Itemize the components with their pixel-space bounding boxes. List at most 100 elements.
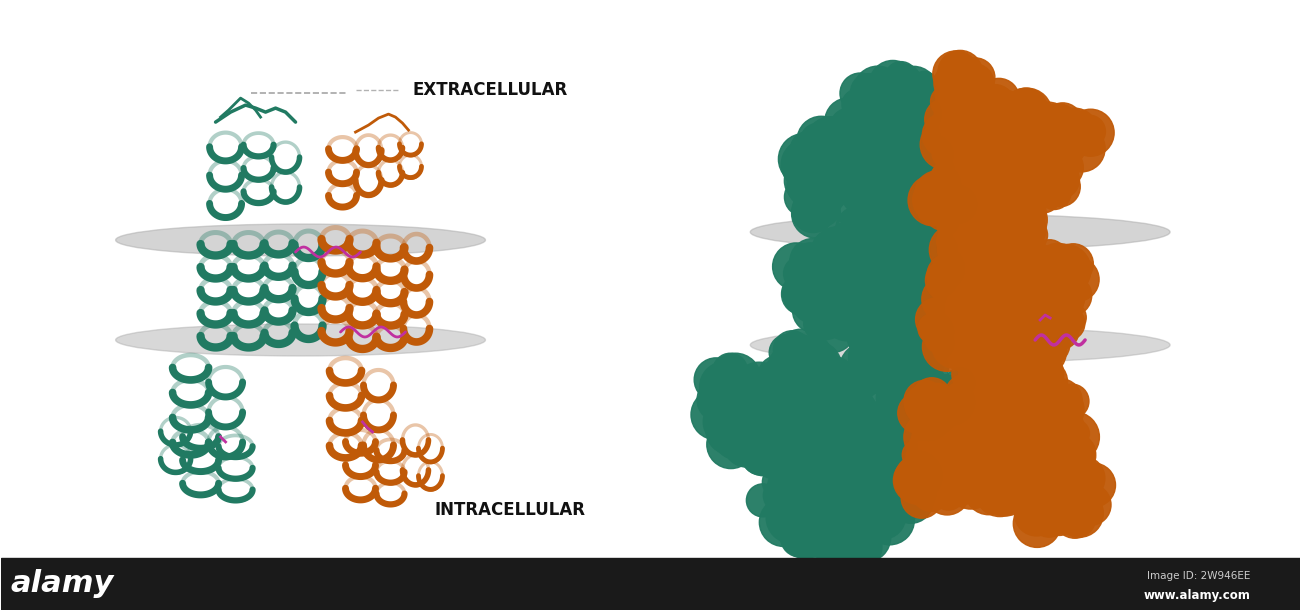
- Circle shape: [1041, 276, 1084, 320]
- Circle shape: [1020, 295, 1048, 322]
- Circle shape: [901, 392, 949, 440]
- Circle shape: [994, 427, 1030, 461]
- Circle shape: [978, 464, 1017, 504]
- Circle shape: [1030, 498, 1069, 537]
- Circle shape: [831, 468, 871, 508]
- Circle shape: [844, 158, 871, 186]
- Circle shape: [894, 91, 941, 137]
- Circle shape: [868, 206, 919, 257]
- Circle shape: [940, 115, 971, 147]
- Circle shape: [874, 143, 906, 176]
- Circle shape: [774, 331, 811, 368]
- Circle shape: [963, 329, 998, 364]
- Circle shape: [1024, 296, 1062, 333]
- Circle shape: [781, 506, 819, 542]
- Circle shape: [966, 328, 996, 357]
- Circle shape: [1010, 242, 1057, 289]
- Circle shape: [881, 156, 928, 203]
- Circle shape: [922, 247, 965, 290]
- Circle shape: [979, 365, 1004, 390]
- Circle shape: [956, 298, 1001, 343]
- Circle shape: [968, 149, 1018, 199]
- Circle shape: [740, 428, 788, 476]
- Circle shape: [927, 206, 958, 237]
- Circle shape: [1018, 307, 1065, 354]
- Circle shape: [812, 493, 841, 522]
- Circle shape: [800, 138, 848, 186]
- Circle shape: [815, 362, 849, 395]
- Circle shape: [933, 258, 968, 293]
- Circle shape: [826, 396, 874, 443]
- Circle shape: [868, 181, 906, 219]
- Circle shape: [1053, 493, 1089, 529]
- Circle shape: [780, 518, 819, 557]
- Circle shape: [1022, 443, 1050, 472]
- Circle shape: [1018, 248, 1067, 297]
- Circle shape: [803, 343, 837, 377]
- Circle shape: [963, 99, 998, 133]
- Circle shape: [812, 529, 848, 563]
- Circle shape: [866, 213, 894, 241]
- Circle shape: [790, 239, 836, 284]
- Circle shape: [1032, 240, 1066, 273]
- Circle shape: [812, 274, 841, 303]
- Circle shape: [885, 209, 910, 234]
- Circle shape: [1026, 389, 1053, 416]
- Circle shape: [1006, 198, 1040, 232]
- Circle shape: [1022, 123, 1065, 167]
- Circle shape: [1014, 400, 1060, 445]
- Circle shape: [879, 160, 928, 209]
- Circle shape: [941, 113, 988, 160]
- Circle shape: [784, 490, 826, 531]
- Circle shape: [994, 276, 1028, 310]
- Circle shape: [881, 326, 927, 371]
- Circle shape: [846, 371, 875, 400]
- Circle shape: [937, 228, 980, 271]
- Circle shape: [829, 108, 868, 146]
- Circle shape: [949, 201, 1000, 252]
- Circle shape: [911, 415, 961, 464]
- Circle shape: [905, 198, 937, 229]
- Circle shape: [876, 268, 927, 319]
- Circle shape: [835, 404, 870, 439]
- Circle shape: [998, 303, 1050, 354]
- Circle shape: [862, 364, 909, 411]
- Circle shape: [762, 379, 788, 407]
- Circle shape: [924, 323, 954, 353]
- Circle shape: [852, 342, 897, 388]
- Text: INTRACELLULAR: INTRACELLULAR: [436, 501, 586, 519]
- Circle shape: [849, 336, 890, 378]
- Circle shape: [774, 498, 810, 534]
- Circle shape: [859, 417, 902, 461]
- Circle shape: [781, 274, 823, 315]
- Circle shape: [1028, 284, 1063, 320]
- Circle shape: [848, 146, 897, 195]
- Circle shape: [954, 63, 994, 104]
- Circle shape: [885, 399, 930, 443]
- Circle shape: [744, 370, 781, 407]
- Circle shape: [1010, 403, 1048, 440]
- Circle shape: [1041, 416, 1069, 444]
- Circle shape: [790, 243, 831, 284]
- Circle shape: [948, 92, 997, 142]
- Circle shape: [863, 263, 913, 313]
- Circle shape: [772, 243, 820, 290]
- Circle shape: [939, 251, 979, 292]
- Circle shape: [922, 113, 966, 157]
- Circle shape: [920, 168, 958, 207]
- Circle shape: [849, 449, 896, 497]
- Circle shape: [915, 352, 949, 385]
- Circle shape: [919, 367, 945, 392]
- Circle shape: [946, 324, 997, 375]
- Circle shape: [967, 282, 1013, 329]
- Circle shape: [796, 476, 836, 515]
- Circle shape: [966, 398, 1005, 436]
- Circle shape: [892, 314, 940, 361]
- Circle shape: [911, 311, 953, 353]
- Circle shape: [939, 268, 980, 310]
- Circle shape: [952, 62, 983, 93]
- Circle shape: [880, 472, 911, 504]
- Circle shape: [949, 443, 980, 473]
- Circle shape: [1010, 357, 1057, 406]
- Circle shape: [812, 135, 845, 168]
